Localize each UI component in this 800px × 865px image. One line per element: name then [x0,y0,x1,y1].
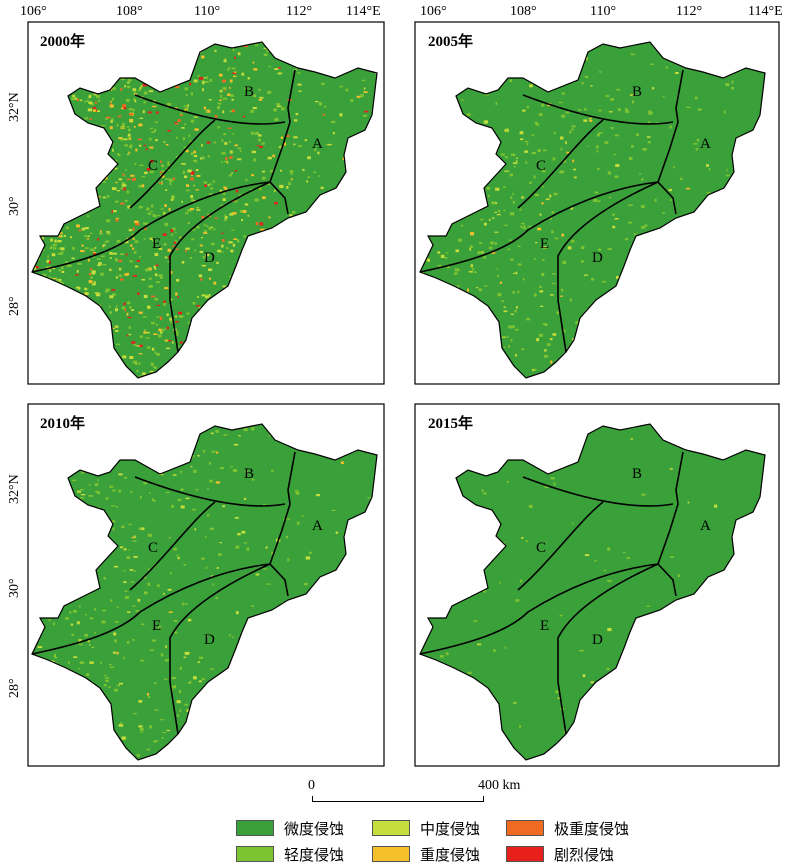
zone-label: D [204,632,215,648]
zone-label: B [244,466,254,482]
zone-boundary [557,563,659,735]
legend-swatch [236,820,274,836]
zone-boundary [129,119,216,209]
zone-label: C [536,540,546,556]
lon-tick-label: 108° [510,4,537,19]
scale-bar-end: 400 km [478,778,521,793]
zone-label: B [244,84,254,100]
legend: 微度侵蚀 轻度侵蚀 中度侵蚀 重度侵蚀 极重度侵蚀 剧烈侵蚀 [236,818,656,864]
region-outline [31,41,378,379]
legend-swatch [372,846,410,862]
zone-label: A [700,136,711,152]
legend-label: 轻度侵蚀 [284,845,345,864]
lon-tick-label: 114°E [748,4,783,19]
map-panel-2005: A B C D E [419,41,766,379]
zone-boundary [419,563,659,655]
zone-boundary [657,451,684,597]
zone-label: C [148,540,158,556]
lat-tick-label: 28° [7,678,22,698]
panel-year-label: 2005年 [428,32,473,50]
lon-ticks-left: 106° 108° 110° 112° 114°E [20,4,381,19]
lat-ticks-bottom: 32°N 30° 28° [7,474,22,698]
zone-label: D [592,250,603,266]
zone-boundary [419,181,659,273]
zone-boundary [169,563,271,735]
legend-item-slight: 微度侵蚀 [236,818,344,838]
zone-boundary [269,69,296,215]
lon-tick-label: 108° [116,4,143,19]
zone-label: D [592,632,603,648]
zone-boundary [557,181,659,353]
zone-label: C [536,158,546,174]
legend-swatch [506,820,544,836]
zone-label: E [152,236,161,252]
region-base-fill [420,42,765,378]
lon-tick-label: 110° [590,4,616,19]
lat-tick-label: 32°N [7,474,22,504]
zone-boundary [134,476,286,507]
lat-tick-label: 30° [7,578,22,598]
region-base-fill [32,424,377,760]
legend-swatch [372,820,410,836]
map-panel-2015: A B C D E [419,423,766,761]
lat-tick-label: 32°N [7,92,22,122]
panel-year-label: 2015年 [428,414,473,432]
erosion-speckles [420,42,765,378]
legend-label: 微度侵蚀 [284,819,345,838]
legend-label: 重度侵蚀 [420,845,481,864]
zone-boundary [522,476,674,507]
scale-bar-line [312,796,484,802]
lat-tick-label: 28° [7,296,22,316]
legend-label: 剧烈侵蚀 [554,845,615,864]
zone-boundary [269,451,296,597]
legend-item-severe: 重度侵蚀 [372,844,480,864]
region-outline [419,423,766,761]
scale-bar-start: 0 [308,778,315,793]
zone-label: D [204,250,215,266]
legend-item-very-severe: 极重度侵蚀 [506,818,629,838]
lon-tick-label: 106° [420,4,447,19]
zone-label: A [700,518,711,534]
lon-tick-label: 114°E [346,4,381,19]
lat-ticks-top: 32°N 30° 28° [7,92,22,316]
lon-tick-label: 110° [194,4,220,19]
legend-item-light: 轻度侵蚀 [236,844,344,864]
zone-boundary [129,501,216,591]
zone-boundary [169,181,271,353]
zone-boundary [517,501,604,591]
zone-boundary [31,563,271,655]
legend-item-extreme: 剧烈侵蚀 [506,844,614,864]
legend-item-moderate: 中度侵蚀 [372,818,480,838]
zone-label: B [632,466,642,482]
zone-label: E [540,236,549,252]
scale-bar: 0 400 km [300,778,540,808]
lon-tick-label: 112° [676,4,702,19]
zone-label: C [148,158,158,174]
zone-label: A [312,136,323,152]
zone-boundary [517,119,604,209]
panel-year-label: 2000年 [40,32,85,50]
region-base-fill [420,424,765,760]
legend-label: 极重度侵蚀 [554,819,630,838]
zone-boundary [134,94,286,125]
lon-ticks-right: 106° 108° 110° 112° 114°E [420,4,783,19]
panel-year-label: 2010年 [40,414,85,432]
zone-boundary [657,69,684,215]
zone-label: B [632,84,642,100]
legend-swatch [506,846,544,862]
legend-label: 中度侵蚀 [420,819,481,838]
zone-boundary [522,94,674,125]
region-outline [31,423,378,761]
zone-label: E [152,618,161,634]
zone-label: A [312,518,323,534]
zone-label: E [540,618,549,634]
region-outline [419,41,766,379]
zone-boundary [31,181,271,273]
legend-swatch [236,846,274,862]
lon-tick-label: 112° [286,4,312,19]
lat-tick-label: 30° [7,196,22,216]
lon-tick-label: 106° [20,4,47,19]
